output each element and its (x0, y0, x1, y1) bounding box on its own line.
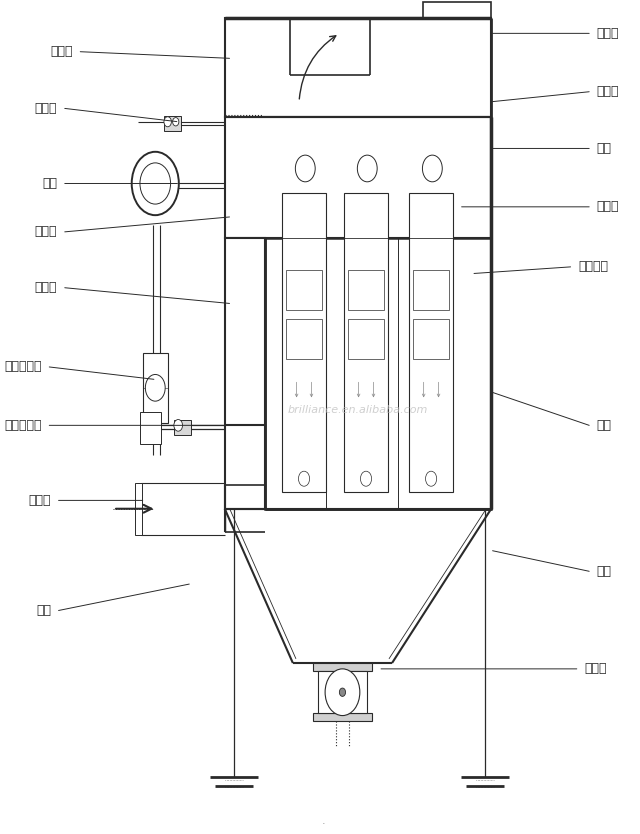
Circle shape (295, 155, 315, 182)
Text: 噴吹管: 噴吹管 (596, 85, 619, 98)
Bar (286, 270, 322, 310)
Bar (282, 193, 326, 492)
Circle shape (422, 155, 442, 182)
Bar (413, 270, 449, 310)
Circle shape (140, 163, 171, 204)
Bar (225, 117, 492, 238)
Bar (423, 2, 492, 18)
Bar (410, 193, 453, 492)
Circle shape (298, 471, 310, 486)
Bar (225, 238, 265, 509)
Text: 脉冲控制仳: 脉冲控制仳 (4, 419, 42, 432)
Circle shape (174, 420, 182, 431)
Circle shape (426, 471, 436, 486)
Text: 上筱体: 上筱体 (51, 45, 73, 58)
Text: 排风口: 排风口 (596, 27, 619, 40)
Bar (225, 18, 492, 117)
Text: 气水分离器: 气水分离器 (4, 360, 42, 374)
Bar (164, 116, 181, 131)
Bar (265, 238, 492, 509)
Text: 灰斗: 灰斗 (36, 604, 51, 617)
Circle shape (132, 152, 179, 215)
Bar (313, 713, 372, 721)
Bar (286, 319, 322, 359)
Circle shape (164, 117, 172, 127)
Circle shape (325, 669, 360, 716)
Text: 气包: 气包 (42, 177, 58, 190)
Text: 滤袋: 滤袋 (596, 419, 612, 432)
Text: brilliance.en.alibaba.com: brilliance.en.alibaba.com (288, 405, 428, 415)
Bar (231, 263, 265, 350)
Text: 花板: 花板 (596, 142, 612, 155)
Text: .: . (322, 816, 326, 826)
Text: 卸灰阀: 卸灰阀 (584, 662, 607, 676)
Bar (174, 420, 191, 435)
Text: 滤袋框架: 滤袋框架 (578, 260, 608, 274)
Circle shape (145, 374, 165, 401)
Bar (140, 412, 161, 444)
Text: 中筱体: 中筱体 (35, 225, 58, 239)
Circle shape (339, 688, 346, 696)
Bar (348, 319, 384, 359)
Circle shape (173, 118, 179, 126)
Circle shape (360, 471, 372, 486)
Text: 进风口: 进风口 (29, 494, 51, 507)
Bar (143, 353, 168, 423)
Polygon shape (225, 509, 492, 663)
Bar (413, 319, 449, 359)
Bar (135, 483, 142, 535)
Circle shape (357, 155, 377, 182)
Bar (313, 663, 372, 671)
Bar (317, 671, 367, 713)
Bar (344, 193, 388, 492)
Text: 脉冲阀: 脉冲阀 (35, 102, 58, 115)
Bar (348, 270, 384, 310)
Text: 文氏管: 文氏管 (596, 200, 619, 214)
Text: 支脚: 支脚 (596, 565, 612, 578)
Text: 检修门: 检修门 (35, 281, 58, 294)
